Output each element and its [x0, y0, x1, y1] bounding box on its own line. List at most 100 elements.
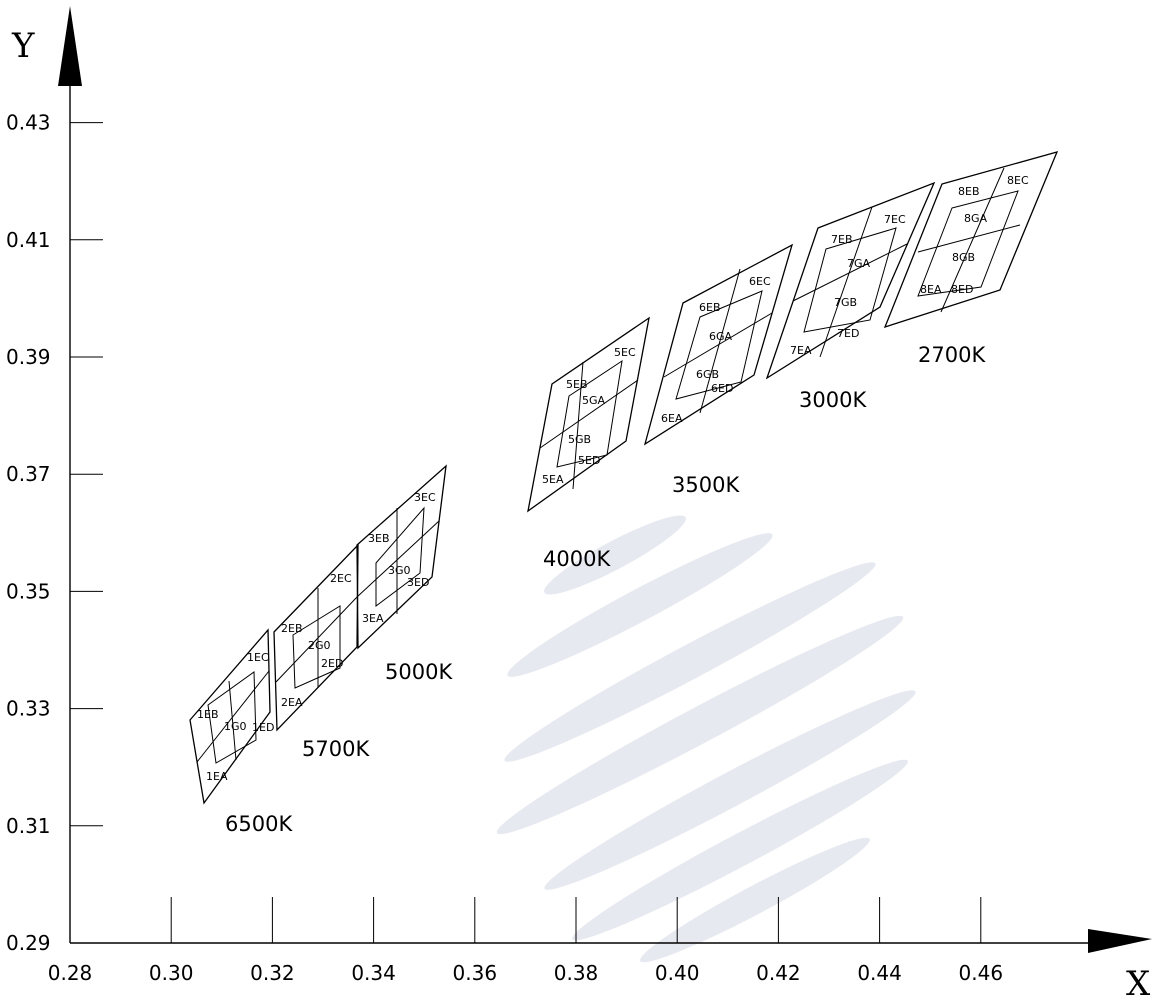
bin-label: 5GA: [582, 394, 606, 407]
cct-label: 5000K: [385, 660, 453, 684]
bin-label: 3EB: [368, 532, 390, 545]
x-axis-ticks: 0.28 0.30 0.32 0.34 0.36 0.38 0.40 0.42 0.44 0.46: [48, 897, 1003, 985]
watermark-stripe: [496, 615, 904, 835]
bin-outline: [356, 464, 447, 650]
bin-divider: [940, 167, 1005, 313]
cct-label: 5700K: [302, 737, 370, 761]
watermark-stripe: [544, 690, 916, 890]
bin-label: 5GB: [568, 433, 591, 446]
cct-group-5700k: 2EB 2EC 2G0 2ED 2EA 5700K: [273, 543, 370, 761]
bin-label: 5EA: [542, 473, 564, 486]
bin-divider: [539, 379, 639, 449]
bin-label: 8EB: [958, 185, 980, 198]
cct-group-5000k: 3EB 3EC 3G0 3ED 3EA 5000K: [356, 464, 453, 684]
y-axis-ticks: 0.29 0.31 0.33 0.35 0.37 0.39 0.41 0.43: [6, 111, 103, 955]
x-tick-label: 0.30: [149, 961, 194, 985]
bin-label: 8ED: [951, 283, 973, 296]
watermark-stripe: [544, 515, 686, 595]
bin-center: [207, 671, 257, 764]
x-axis-arrow-icon: [1088, 929, 1152, 953]
x-tick-label: 0.40: [655, 961, 700, 985]
bin-label: 2EB: [281, 622, 303, 635]
bin-label: 2EA: [281, 696, 303, 709]
bin-label: 2G0: [308, 639, 331, 652]
x-tick-label: 0.36: [453, 961, 498, 985]
bin-outline: [765, 181, 936, 380]
bin-label: 5EC: [614, 346, 636, 359]
bin-divider: [572, 361, 584, 490]
bin-divider: [228, 680, 237, 761]
watermark-stripe: [572, 759, 908, 941]
cct-group-2700k: 8EB 8EC 8GA 8GB 8EA 8ED 2700K: [883, 151, 1059, 367]
bin-label: 8EA: [920, 283, 942, 296]
bin-outline: [527, 316, 650, 513]
bin-label: 1EA: [206, 770, 228, 783]
watermark-stripe: [507, 533, 773, 677]
bin-outline: [643, 243, 794, 446]
bin-groups: 1EB 1EC 1G0 1ED 1EA 6500K 2EB 2EC 2G0 2E…: [189, 151, 1059, 836]
bin-label: 1EB: [197, 708, 219, 721]
bin-label: 7GB: [834, 296, 857, 309]
bin-label: 1G0: [224, 720, 247, 733]
cct-label: 3000K: [799, 388, 867, 412]
bin-label: 7EA: [790, 344, 812, 357]
bin-center: [803, 227, 897, 333]
bin-label: 2ED: [321, 657, 343, 670]
x-tick-label: 0.28: [48, 961, 93, 985]
x-axis-title: X: [1126, 964, 1151, 999]
bin-label: 6EC: [749, 275, 771, 288]
cct-label: 3500K: [672, 473, 740, 497]
x-tick-label: 0.32: [250, 961, 295, 985]
y-tick-label: 0.37: [6, 462, 51, 486]
cct-label: 4000K: [543, 547, 611, 571]
y-axis-arrow-icon: [58, 6, 82, 86]
cct-group-3000k: 7EB 7EC 7GA 7GB 7ED 7EA 3000K: [765, 181, 936, 412]
bin-label: 7EC: [884, 213, 906, 226]
bin-label: 5ED: [578, 454, 600, 467]
y-tick-label: 0.41: [6, 228, 51, 252]
x-tick-label: 0.46: [959, 961, 1004, 985]
bin-label: 3ED: [407, 576, 429, 589]
bin-label: 8GB: [952, 251, 975, 264]
bin-divider: [699, 268, 741, 414]
bin-label: 7GA: [847, 257, 871, 270]
bin-center: [292, 605, 341, 689]
bin-center: [675, 290, 763, 400]
watermark-stripe: [504, 562, 876, 762]
y-tick-label: 0.29: [6, 931, 51, 955]
bin-label: 3EA: [362, 612, 384, 625]
y-tick-label: 0.33: [6, 697, 51, 721]
bin-label: 7ED: [837, 327, 859, 340]
bin-center: [917, 190, 1019, 297]
bin-label: 6GA: [709, 330, 733, 343]
watermark-stripe: [640, 837, 870, 963]
y-tick-label: 0.31: [6, 814, 51, 838]
bin-label: 3G0: [388, 564, 411, 577]
bin-center: [556, 359, 623, 468]
bin-label: 6GB: [696, 368, 719, 381]
y-tick-label: 0.43: [6, 111, 51, 135]
bin-label: 2EC: [330, 572, 352, 585]
cct-group-6500k: 1EB 1EC 1G0 1ED 1EA 6500K: [189, 628, 293, 836]
x-tick-label: 0.38: [554, 961, 599, 985]
bin-divider: [356, 520, 440, 598]
watermark: [496, 515, 916, 963]
x-tick-label: 0.42: [756, 961, 801, 985]
y-tick-label: 0.39: [6, 345, 51, 369]
x-tick-label: 0.44: [857, 961, 902, 985]
y-axis-title: Y: [11, 26, 35, 66]
x-tick-label: 0.34: [351, 961, 396, 985]
bin-label: 6EA: [661, 412, 683, 425]
y-tick-label: 0.35: [6, 579, 51, 603]
bin-outline: [883, 151, 1059, 329]
bin-label: 1EC: [247, 651, 269, 664]
bin-label: 5EB: [566, 378, 588, 391]
bin-label: 8EC: [1007, 174, 1029, 187]
bin-outline: [273, 543, 359, 732]
bin-label: 6ED: [711, 382, 733, 395]
cct-label: 2700K: [918, 343, 986, 367]
cct-group-3500k: 6EB 6EC 6GA 6GB 6ED 6EA 3500K: [643, 243, 794, 497]
bin-outline: [189, 628, 271, 805]
bin-divider: [819, 206, 873, 358]
cct-label: 6500K: [225, 812, 293, 836]
